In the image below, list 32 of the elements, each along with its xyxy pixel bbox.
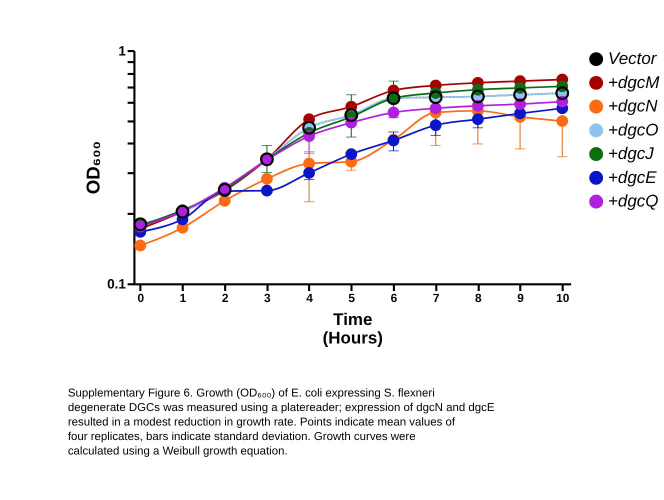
x-tick-label: 1 [180,291,187,306]
x-axis-title: Time (Hours) [322,310,383,348]
point [430,102,442,114]
point [261,184,273,196]
y-axis-title: OD₆₀₀ [82,141,104,194]
legend-label: +dgcM [608,72,660,92]
point [556,115,568,127]
point [261,173,273,185]
legend-label: +dgcQ [608,192,658,211]
text: Supplementary Figure 6. Growth (OD₆₀₀) of E. coli expressing S. flexneri degenerate DGCs was measured using a platereader; expression of dgcN and dgcE resulted in a modest reduction in growth rate. Points indicate mean values of four replicates, bars indicate standard deviation. Growth curves were calculated using a Weibull growth equation. [68,388,495,458]
legend-label: +dgcN [608,96,658,116]
x-tick-label: 6 [390,291,398,306]
x-tick-label: 8 [475,291,482,306]
y-tick-label: 0.1 [107,276,126,292]
x-tick-label: 5 [348,291,356,306]
x-tick-label: 4 [306,291,314,306]
point [472,113,484,126]
x-tick-label: 9 [517,291,524,306]
x-tick-label: 2 [222,291,229,306]
x-tick-label: 0 [137,291,144,306]
x-tick-label: 10 [556,291,570,306]
x-tick-label: 7 [432,291,440,306]
point [430,119,442,132]
point [134,240,146,252]
legend-label: +dgcJ [608,144,654,164]
x-tick-label: 3 [264,291,272,306]
point [388,106,400,118]
point [345,148,358,160]
legend-label: Vector [608,49,658,68]
point [218,194,231,207]
legend-label: +dgcE [608,168,658,187]
legend-label: +dgcO [608,120,658,140]
